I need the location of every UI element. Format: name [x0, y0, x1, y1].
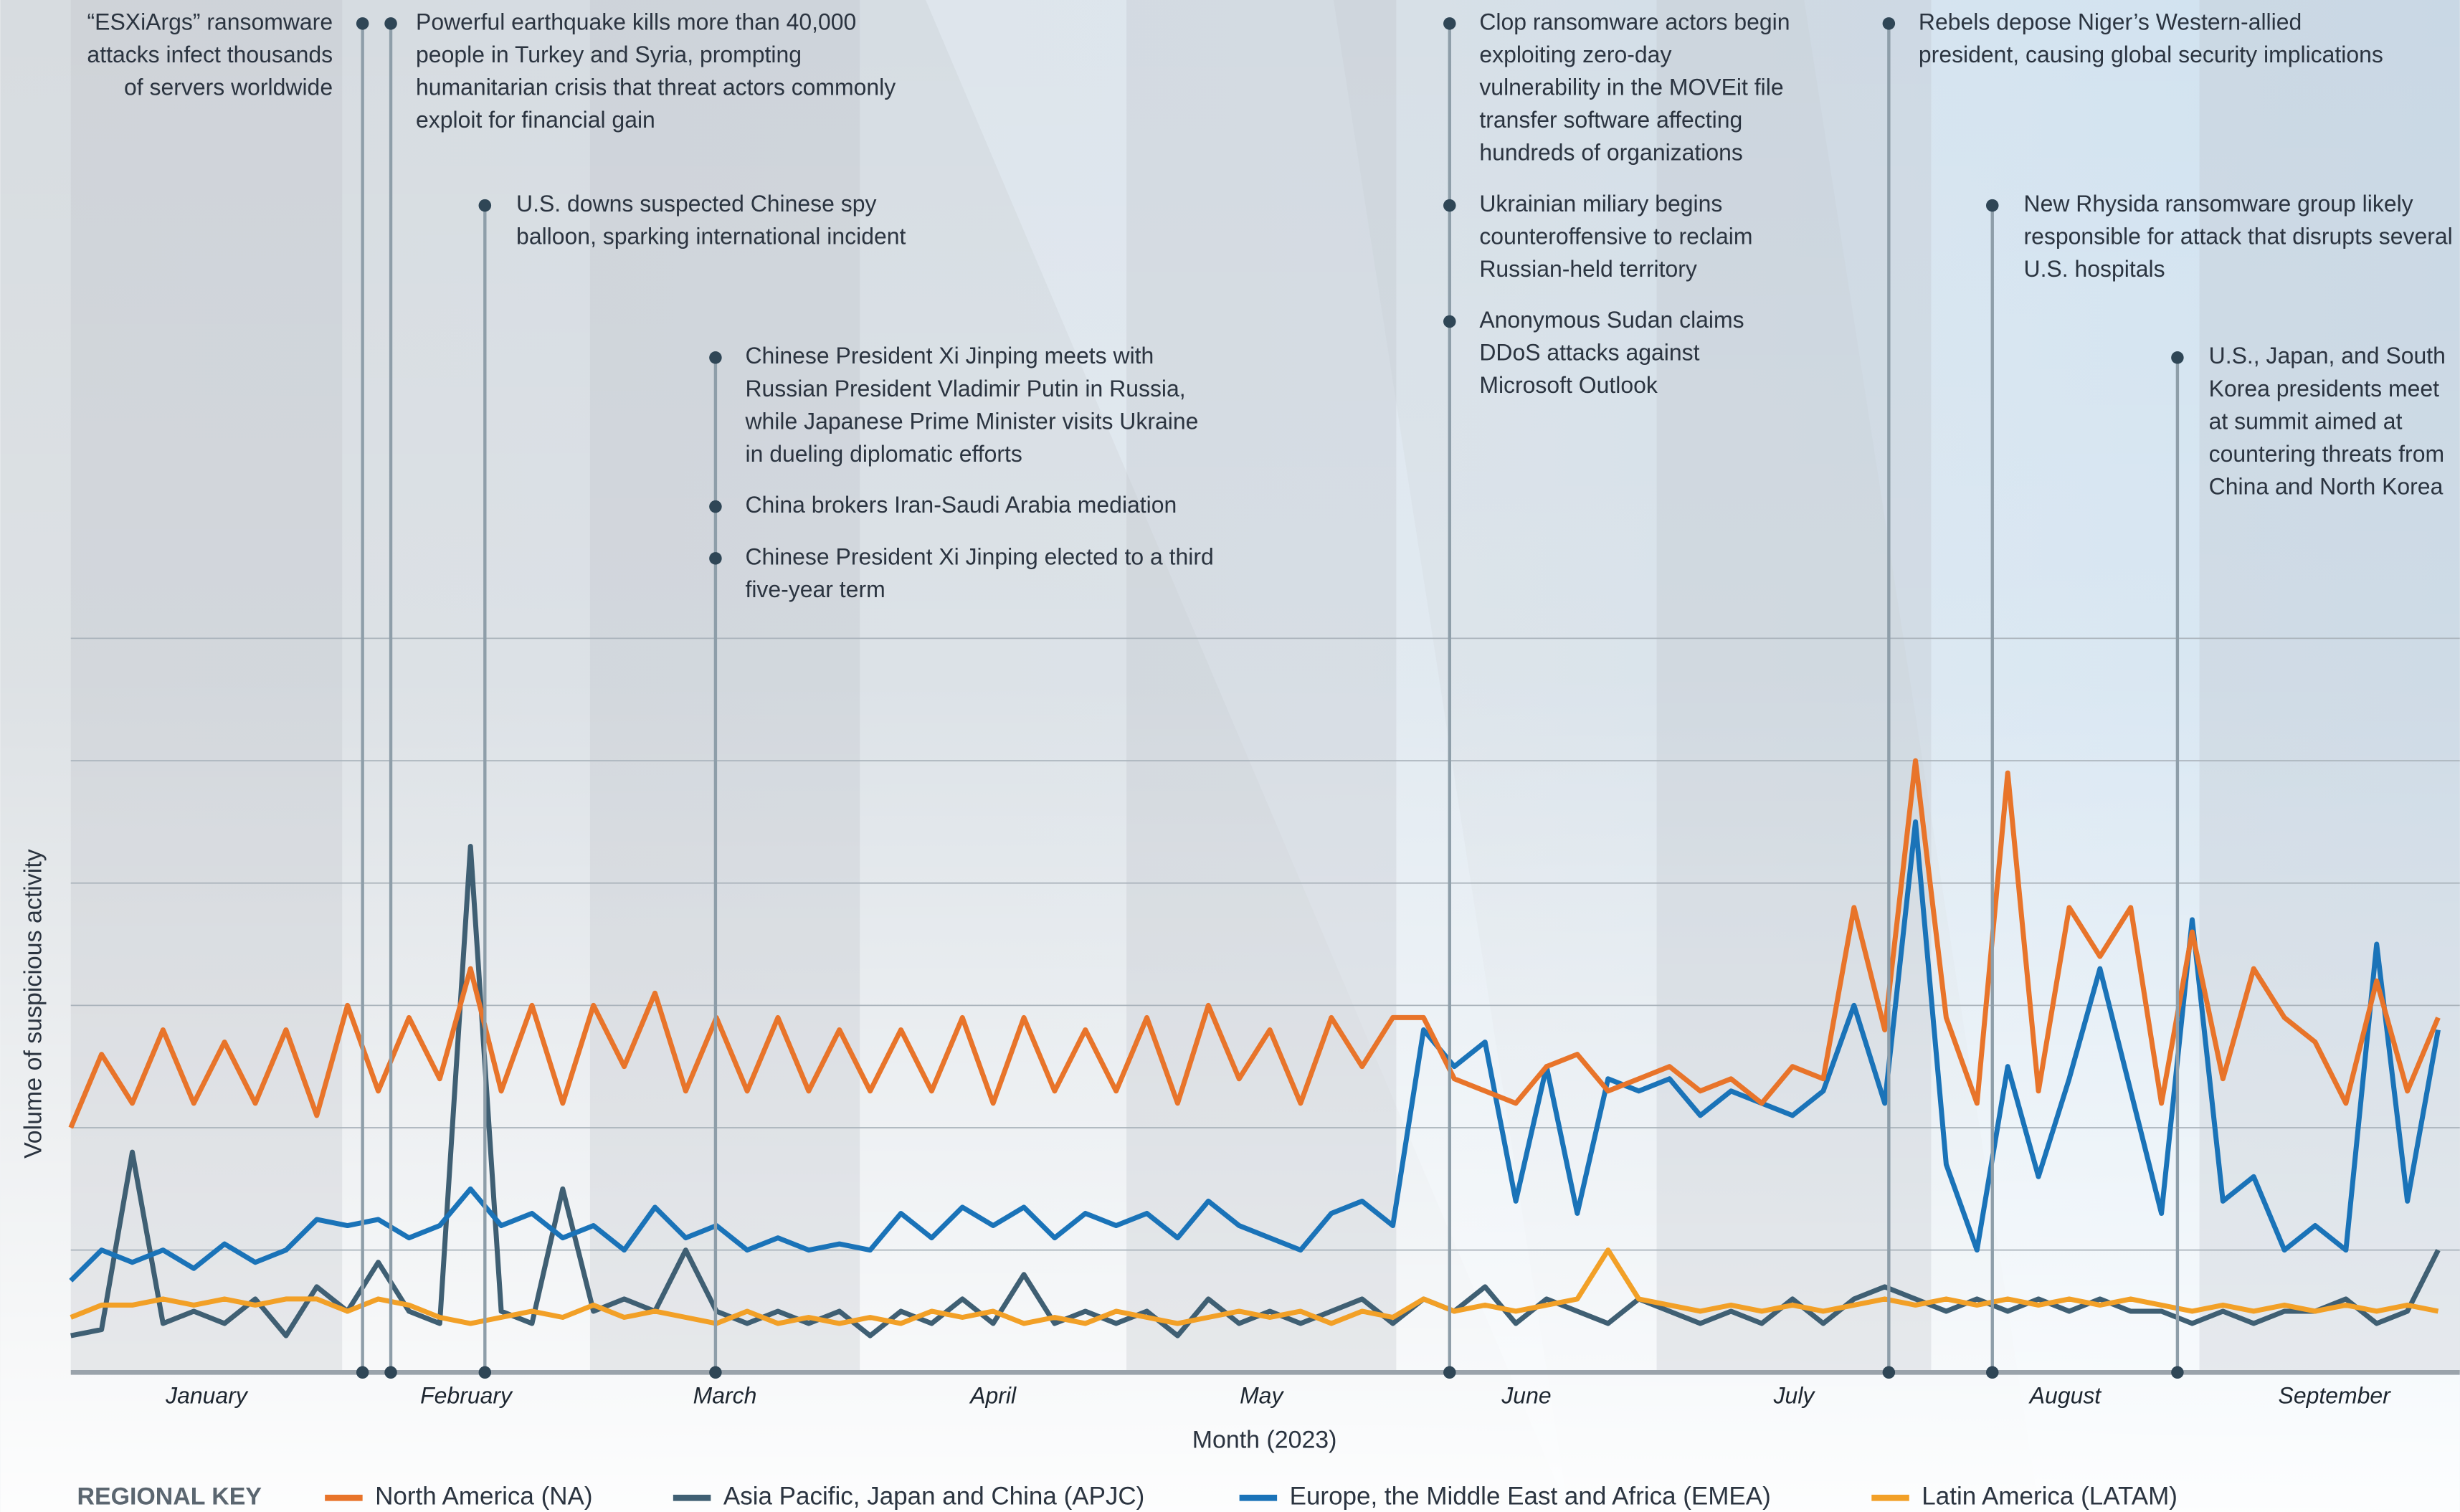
event-text: U.S., Japan, and South: [2209, 343, 2446, 369]
month-band: [1126, 0, 1397, 1373]
event-dot: [384, 1366, 397, 1379]
x-tick-label: February: [420, 1383, 513, 1409]
event-dot: [709, 351, 722, 364]
event-text: U.S. hospitals: [2024, 256, 2165, 282]
event-dot: [1882, 17, 1896, 30]
series-line: [70, 1247, 2439, 1326]
x-tick-label: April: [969, 1383, 1017, 1409]
event-text: Powerful earthquake kills more than 40,0…: [416, 9, 856, 34]
event-text: humanitarian crisis that threat actors c…: [416, 74, 896, 100]
event-text: at summit aimed at: [2209, 408, 2403, 434]
event-dot: [356, 1366, 369, 1379]
event-dot: [1986, 1366, 1999, 1379]
legend-title: REGIONAL KEY: [77, 1483, 262, 1510]
event-dot: [478, 1366, 492, 1379]
event-dot: [709, 1366, 722, 1379]
event-text: Russian President Vladimir Putin in Russ…: [745, 376, 1185, 401]
event-text: while Japanese Prime Minister visits Ukr…: [744, 408, 1198, 434]
event-dot: [1443, 1366, 1456, 1379]
event-text: Korea presidents meet: [2209, 376, 2439, 401]
event-dot: [1443, 17, 1456, 30]
event-dot: [709, 552, 722, 565]
month-band: [589, 0, 860, 1373]
x-tick-label: March: [693, 1383, 757, 1409]
event-text: “ESXiArgs” ransomware: [87, 9, 333, 34]
x-tick-label: January: [165, 1383, 249, 1409]
series-line: [69, 819, 2441, 1283]
event-dot: [1443, 315, 1456, 328]
event-text: Rebels depose Niger’s Western-allied: [1919, 9, 2302, 34]
event-text: transfer software affecting: [1479, 107, 1742, 133]
event-text: of servers worldwide: [124, 74, 333, 100]
event-text: counteroffensive to reclaim: [1479, 224, 1752, 249]
event-text: attacks infect thousands: [87, 42, 333, 67]
event-text: exploiting zero-day: [1479, 42, 1671, 67]
series-line: [70, 844, 2441, 1339]
event-dot: [2171, 1366, 2184, 1379]
event-dot: [478, 199, 492, 212]
event-text: U.S. downs suspected Chinese spy: [516, 191, 876, 217]
x-tick-label: September: [2279, 1383, 2392, 1409]
event-text: Chinese President Xi Jinping elected to …: [745, 543, 1213, 569]
event-text: Chinese President Xi Jinping meets with: [745, 343, 1154, 369]
event-text: Clop ransomware actors begin: [1479, 9, 1790, 34]
event-text: DDoS attacks against: [1479, 339, 1699, 365]
event-text: five-year term: [745, 576, 885, 602]
event-dot: [356, 17, 369, 30]
event-dot: [1986, 199, 1999, 212]
event-text: China and North Korea: [2209, 473, 2444, 499]
event-text: China brokers Iran-Saudi Arabia mediatio…: [745, 492, 1177, 518]
event-text: president, causing global security impli…: [1919, 42, 2383, 67]
legend-label: Asia Pacific, Japan and China (APJC): [723, 1483, 1145, 1511]
event-text: Ukrainian miliary begins: [1479, 191, 1722, 217]
event-text: exploit for financial gain: [416, 107, 655, 133]
event-text: people in Turkey and Syria, prompting: [416, 42, 802, 67]
legend-label: North America (NA): [375, 1483, 592, 1511]
event-text: vulnerability in the MOVEit file: [1479, 74, 1783, 100]
y-axis-label: Volume of suspicious activity: [19, 849, 47, 1159]
event-dot: [709, 500, 722, 513]
event-dot: [2171, 351, 2184, 364]
event-dot: [384, 17, 397, 30]
series-line: [68, 758, 2441, 1129]
event-text: balloon, sparking international incident: [516, 224, 906, 249]
x-tick-label: August: [2028, 1383, 2102, 1409]
event-text: responsible for attack that disrupts sev…: [2024, 224, 2453, 249]
event-dot: [1882, 1366, 1896, 1379]
x-axis-label: Month (2023): [1192, 1427, 1337, 1454]
legend-label: Latin America (LATAM): [1922, 1483, 2178, 1511]
x-tick-label: July: [1773, 1383, 1816, 1409]
event-text: in dueling diplomatic efforts: [745, 441, 1022, 467]
legend-label: Europe, the Middle East and Africa (EMEA…: [1290, 1483, 1771, 1511]
event-text: Anonymous Sudan claims: [1479, 307, 1744, 333]
x-tick-label: May: [1240, 1383, 1284, 1409]
x-tick-label: June: [1501, 1383, 1551, 1409]
month-band: [1656, 0, 1932, 1373]
event-text: Microsoft Outlook: [1479, 372, 1658, 398]
month-band: [70, 0, 343, 1373]
event-text: New Rhysida ransomware group likely: [2024, 191, 2413, 217]
event-text: Russian-held territory: [1479, 256, 1697, 282]
event-text: hundreds of organizations: [1479, 139, 1743, 165]
event-dot: [1443, 199, 1456, 212]
event-text: countering threats from: [2209, 441, 2444, 467]
